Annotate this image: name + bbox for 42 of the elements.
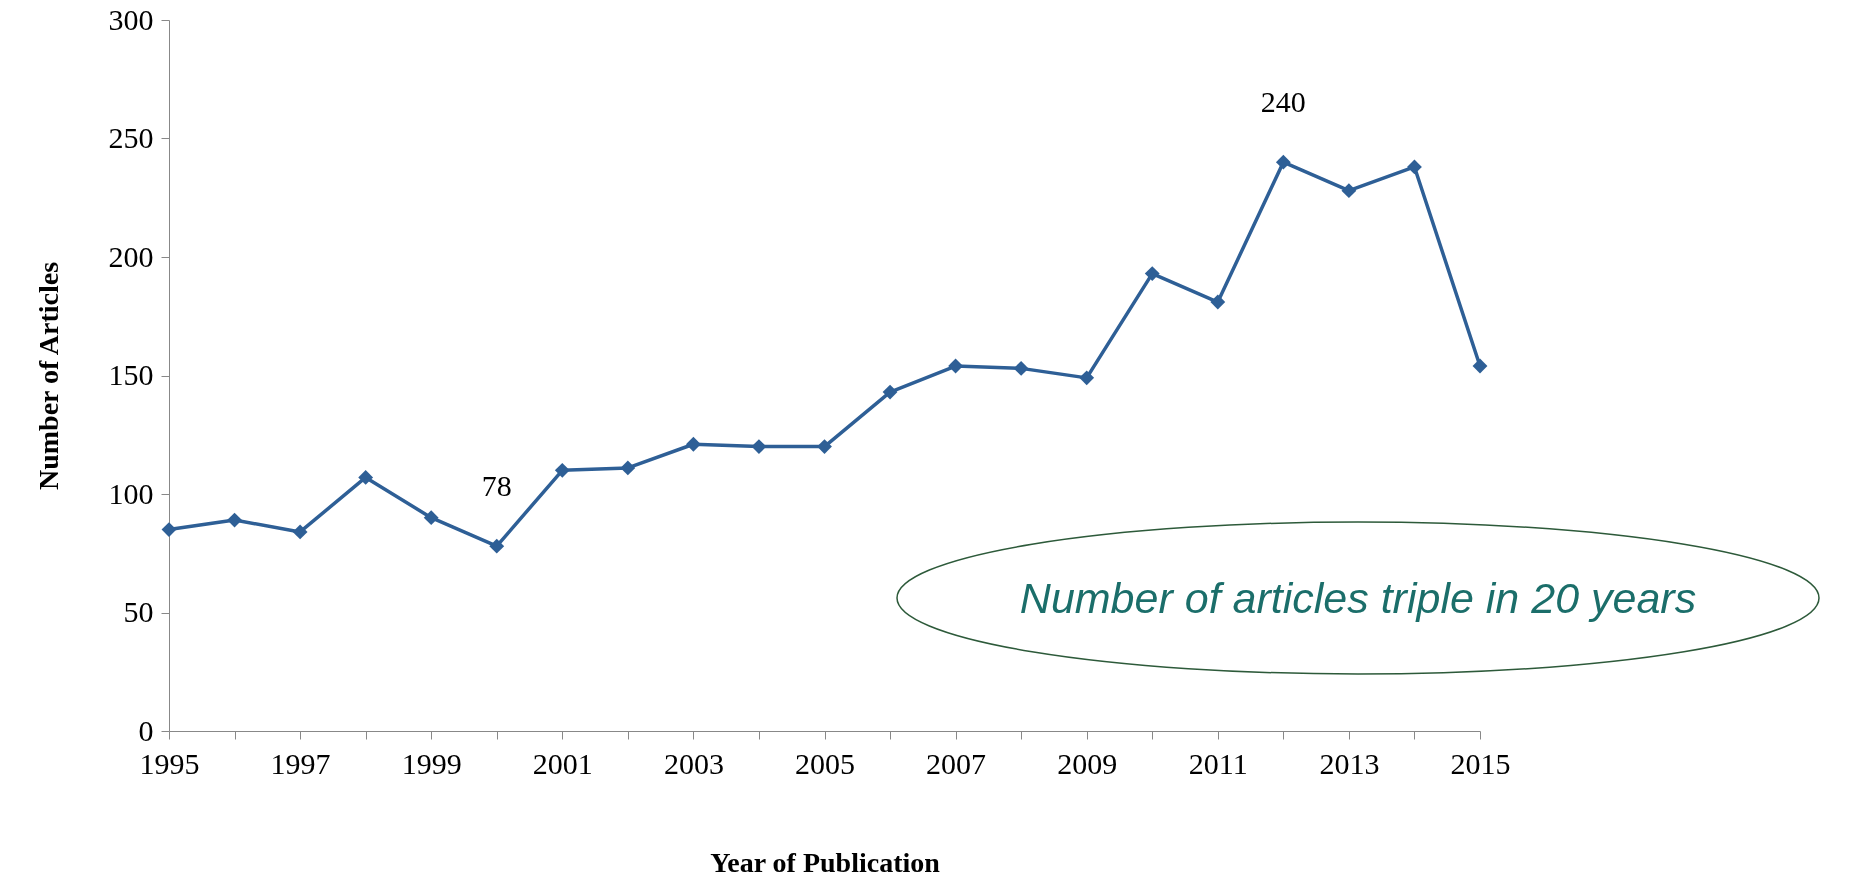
x-tick-label: 2009 bbox=[1057, 746, 1118, 780]
point bbox=[751, 439, 767, 455]
data-label: 78 bbox=[481, 469, 512, 503]
x-axis-title: Year of Publication bbox=[710, 846, 941, 878]
point bbox=[1275, 154, 1291, 170]
point bbox=[1144, 266, 1160, 282]
y-tick-label: 0 bbox=[138, 713, 154, 747]
point bbox=[227, 512, 242, 528]
x-tick-label: 2005 bbox=[795, 746, 855, 780]
x-tick-label: 2013 bbox=[1319, 746, 1380, 780]
data-label: 240 bbox=[1260, 85, 1306, 119]
point bbox=[1341, 183, 1357, 199]
x-tick-label: 2015 bbox=[1450, 746, 1511, 780]
x-tick-label: 2003 bbox=[663, 746, 724, 780]
point bbox=[423, 510, 439, 526]
point bbox=[882, 384, 898, 400]
x-tick-label: 2011 bbox=[1188, 746, 1248, 780]
x-tick-label: 1997 bbox=[270, 746, 331, 780]
x-tick-label: 1999 bbox=[401, 746, 462, 780]
point bbox=[554, 462, 570, 478]
y-tick-label: 150 bbox=[108, 358, 154, 391]
point bbox=[1210, 294, 1226, 310]
x-tick-label: 2007 bbox=[926, 746, 987, 780]
x-tick-label: 2001 bbox=[532, 746, 593, 780]
point bbox=[358, 469, 374, 485]
point bbox=[292, 524, 308, 540]
point bbox=[1013, 360, 1029, 376]
point bbox=[817, 439, 832, 455]
point bbox=[1407, 159, 1422, 175]
y-tick-label: 250 bbox=[108, 121, 154, 154]
y-axis-title: Number of Articles bbox=[32, 261, 64, 491]
point bbox=[948, 358, 964, 374]
x-tick-label: 1995 bbox=[139, 746, 200, 780]
point bbox=[685, 436, 701, 452]
y-tick-label: 100 bbox=[108, 476, 154, 510]
y-tick-label: 300 bbox=[108, 2, 154, 36]
point bbox=[1472, 358, 1488, 374]
y-tick-label: 200 bbox=[108, 239, 154, 273]
point bbox=[489, 538, 505, 554]
point bbox=[620, 460, 636, 476]
y-tick-label: 50 bbox=[123, 595, 154, 628]
point bbox=[1079, 370, 1095, 386]
